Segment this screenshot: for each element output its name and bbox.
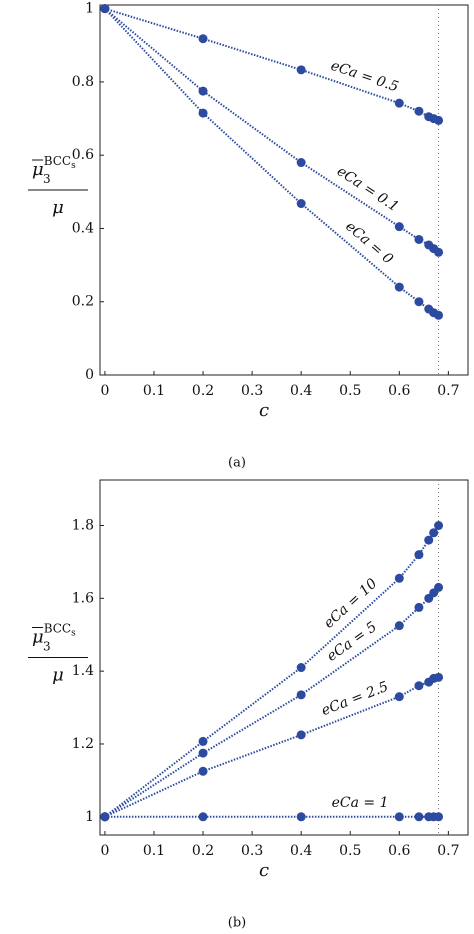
data-point	[394, 692, 404, 702]
data-point	[394, 222, 404, 232]
x-tick-label: 0.1	[143, 843, 165, 859]
x-tick-label: 0.7	[437, 843, 459, 859]
series-line	[104, 586, 440, 818]
y-label-denominator: μ	[52, 665, 64, 686]
x-tick-label: 0.2	[192, 843, 214, 859]
y-label-base: μ	[32, 627, 44, 648]
series-line	[104, 7, 439, 122]
x-axis-label: c	[259, 860, 269, 881]
data-point	[394, 812, 404, 822]
y-tick-label: 0.6	[72, 147, 94, 163]
data-point	[296, 812, 306, 822]
x-tick-label: 0.6	[388, 383, 410, 399]
data-point	[198, 86, 208, 96]
data-point	[296, 65, 306, 75]
data-point	[414, 681, 424, 691]
y-tick-label: 0.8	[72, 74, 94, 90]
y-tick-label: 1	[85, 809, 94, 825]
data-point	[434, 310, 444, 320]
x-tick-label: 0.5	[339, 843, 361, 859]
y-label-sup-sub: s	[71, 628, 76, 638]
data-point	[414, 550, 424, 560]
x-tick-label: 0.6	[388, 843, 410, 859]
data-point	[414, 602, 424, 612]
y-label-sub: 3	[43, 639, 51, 653]
y-tick-label: 1.2	[72, 736, 94, 752]
series-line	[104, 7, 440, 254]
x-tick-label: 0.4	[290, 843, 312, 859]
x-tick-label: 0.3	[241, 843, 263, 859]
y-axis-label: μBCCs 3μ	[28, 154, 88, 218]
y-label-denominator: μ	[52, 197, 64, 218]
x-axis-label: c	[259, 400, 269, 421]
plot-frame	[99, 4, 469, 376]
data-point	[434, 812, 444, 822]
data-point	[296, 158, 306, 168]
data-point	[198, 108, 208, 118]
y-label-sub: 3	[43, 172, 51, 186]
series-label: eCa = 0	[342, 218, 396, 267]
y-label-numerator: μBCCs 3	[32, 154, 76, 186]
y-tick-label: 1.8	[72, 518, 94, 534]
x-tick-label: 0	[100, 843, 109, 859]
x-tick-label: 0.5	[339, 383, 361, 399]
y-tick-label: 0.2	[72, 294, 94, 310]
caption: (a)	[228, 456, 246, 471]
y-label-sup: BCC	[44, 621, 71, 635]
data-point	[198, 748, 208, 758]
data-point	[296, 730, 306, 740]
data-point	[414, 297, 424, 307]
series-label: eCa = 0.1	[334, 163, 402, 215]
y-axis-label: μBCCs 3μ	[28, 621, 88, 686]
data-point	[198, 34, 208, 44]
data-point	[434, 521, 444, 531]
y-label-sup-sub: s	[71, 161, 76, 171]
data-point	[100, 812, 110, 822]
data-point	[424, 535, 434, 545]
y-tick-label: 0	[85, 367, 94, 383]
data-point	[100, 4, 110, 14]
data-point	[394, 98, 404, 108]
data-point	[198, 812, 208, 822]
x-tick-label: 0.1	[143, 383, 165, 399]
y-tick-label: 1	[85, 1, 94, 17]
data-point	[414, 106, 424, 116]
data-point	[394, 573, 404, 583]
y-label-numerator: μBCCs 3	[32, 621, 76, 653]
x-tick-label: 0.2	[192, 383, 214, 399]
data-point	[198, 736, 208, 746]
data-point	[296, 690, 306, 700]
data-point	[394, 621, 404, 631]
data-point	[414, 812, 424, 822]
series-label: eCa = 0.5	[329, 58, 401, 96]
y-label-sup: BCC	[44, 154, 71, 168]
y-tick-label: 0.4	[72, 220, 94, 236]
data-point	[414, 234, 424, 244]
x-tick-label: 0.3	[241, 383, 263, 399]
y-tick-label: 1.4	[72, 663, 94, 679]
y-tick-label: 1.6	[72, 590, 94, 606]
data-point	[296, 663, 306, 673]
series-line	[104, 7, 440, 317]
plot-frame	[99, 479, 469, 836]
data-point	[434, 672, 444, 682]
x-tick-label: 0.7	[437, 383, 459, 399]
x-tick-label: 0.4	[290, 383, 312, 399]
series-label: eCa = 1	[332, 795, 389, 811]
data-point	[296, 199, 306, 209]
data-point	[198, 766, 208, 776]
data-point	[434, 582, 444, 592]
caption: (b)	[228, 916, 246, 931]
x-tick-label: 0	[100, 383, 109, 399]
series-line	[104, 676, 439, 818]
data-point	[434, 247, 444, 257]
data-point	[394, 282, 404, 292]
y-label-base: μ	[32, 159, 44, 180]
data-point	[434, 115, 444, 125]
series-line	[104, 524, 440, 818]
data-point	[429, 528, 439, 538]
